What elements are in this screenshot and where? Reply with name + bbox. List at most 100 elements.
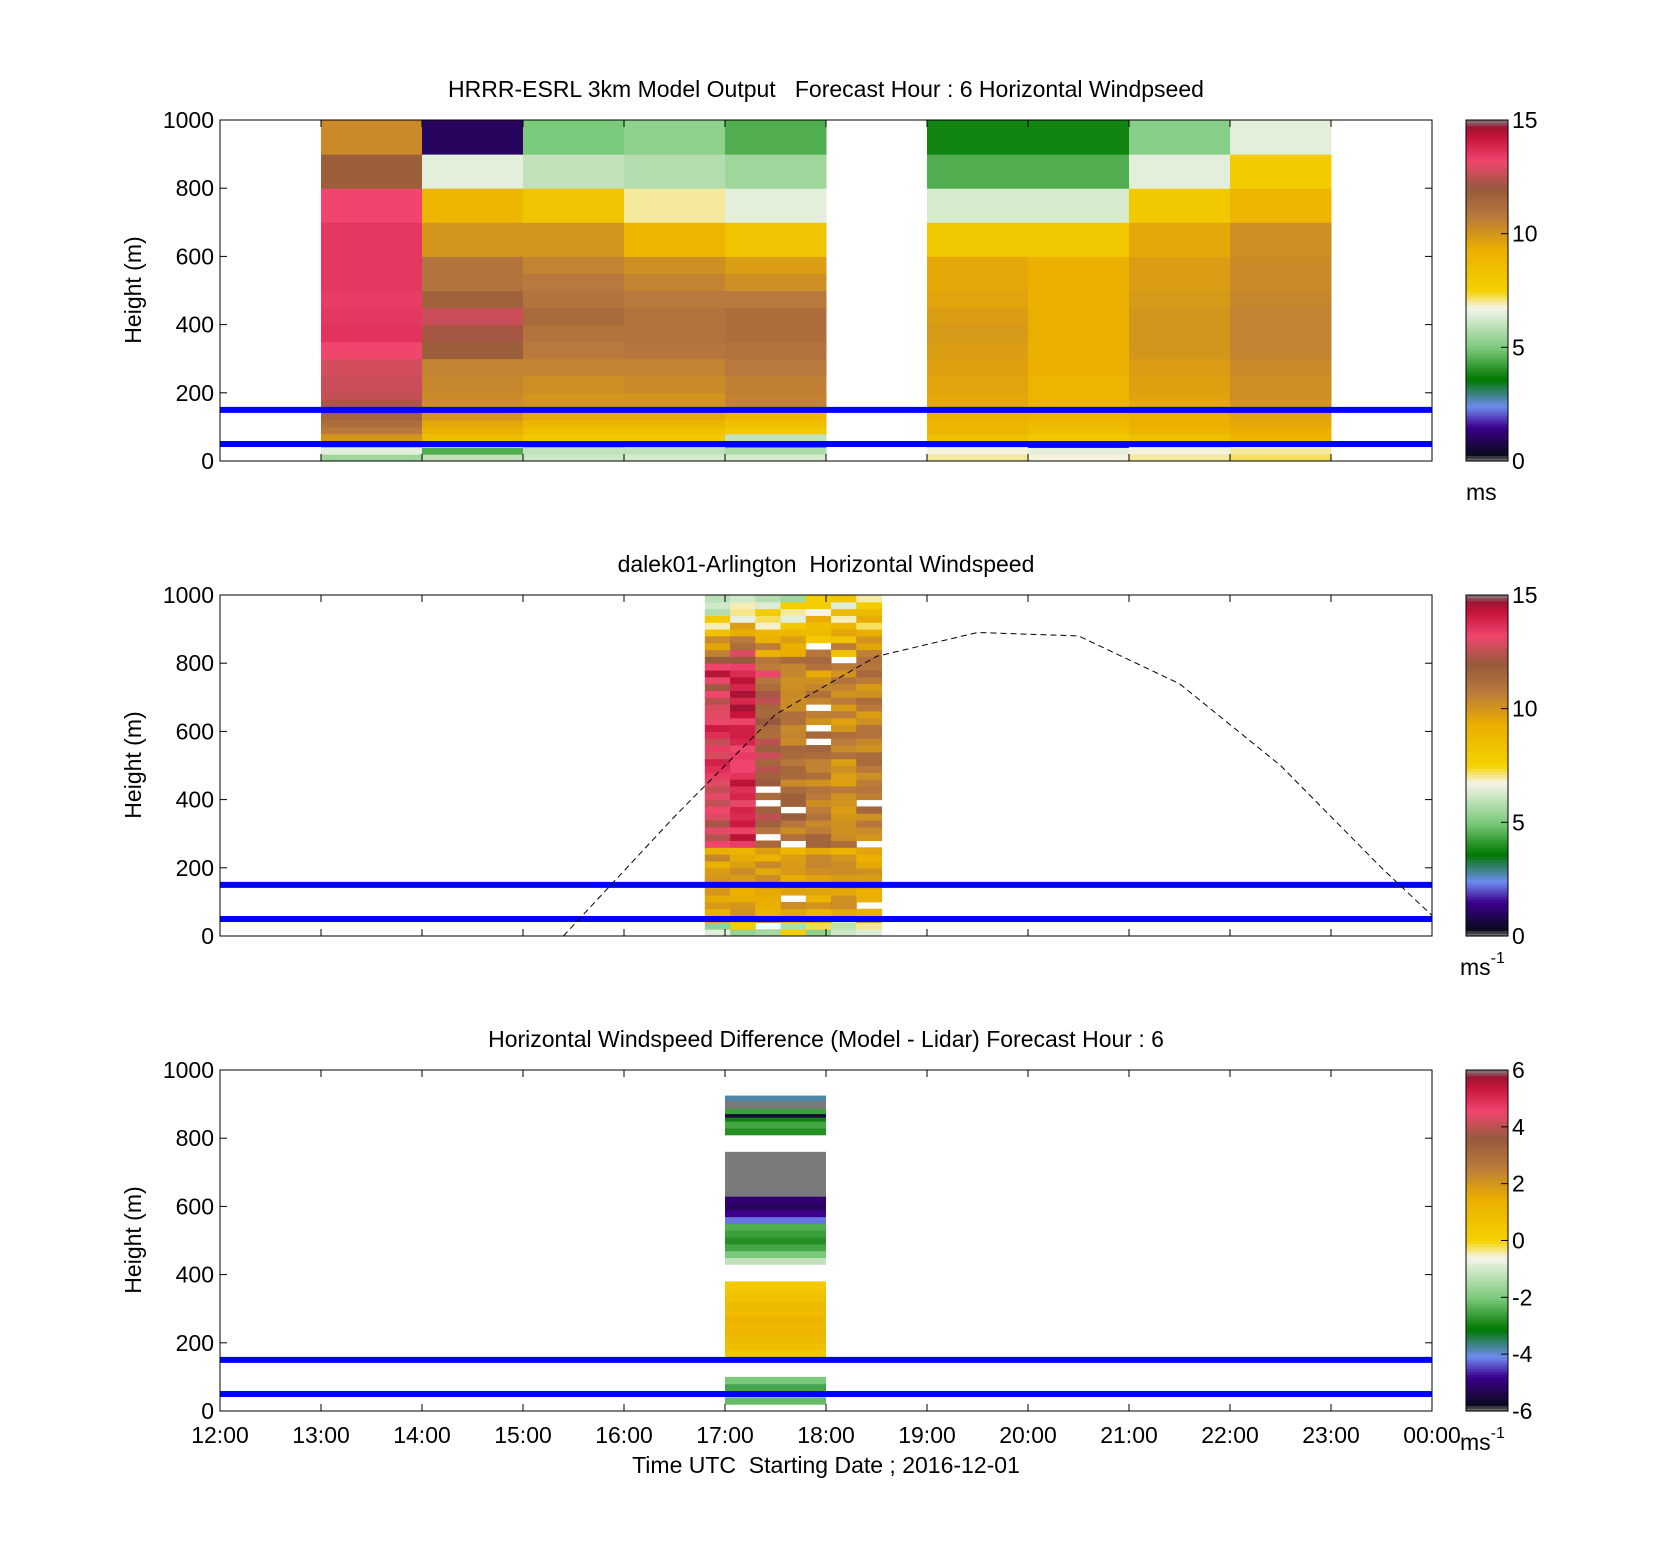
heatmap-cell xyxy=(856,697,883,705)
heatmap-cell xyxy=(856,854,883,862)
heatmap-cell xyxy=(1230,256,1332,274)
colorbar-segment xyxy=(1466,1368,1508,1372)
heatmap-cell xyxy=(856,635,883,644)
heatmap-cell xyxy=(725,1349,826,1357)
colorbar-segment xyxy=(1466,731,1508,735)
heatmap-cell xyxy=(780,922,807,930)
heatmap-cell xyxy=(831,840,857,848)
heatmap-cell xyxy=(856,826,883,835)
heatmap-cell xyxy=(704,656,731,664)
colorbar-segment xyxy=(1466,438,1508,442)
heatmap-cell xyxy=(422,256,524,274)
colorbar-segment xyxy=(1466,1408,1508,1412)
colorbar-segment xyxy=(1466,1183,1508,1188)
heatmap-cell xyxy=(624,273,726,291)
colorbar-segment xyxy=(1466,171,1508,175)
heatmap-cell xyxy=(831,806,857,814)
heatmap-cell xyxy=(321,426,423,435)
y-tick-label: 600 xyxy=(176,243,214,269)
heatmap-cell xyxy=(780,867,807,876)
heatmap-cell xyxy=(755,717,782,726)
colorbar-segment xyxy=(1466,663,1508,667)
colorbar-segment xyxy=(1466,1106,1508,1111)
heatmap-cell xyxy=(755,901,782,910)
heatmap-cell xyxy=(831,751,857,760)
colorbar-segment xyxy=(1466,918,1508,923)
heatmap-cell xyxy=(422,447,524,455)
colorbar-segment xyxy=(1466,751,1508,755)
colorbar-segment xyxy=(1466,1320,1508,1324)
heatmap-cell xyxy=(780,826,807,835)
colorbar-tick-label: 0 xyxy=(1512,1228,1525,1254)
heatmap-cell xyxy=(1230,420,1332,428)
colorbar-segment xyxy=(1466,125,1508,130)
y-tick-label: 800 xyxy=(176,175,214,201)
heatmap-cell xyxy=(730,929,756,936)
colorbar-segment xyxy=(1466,603,1508,607)
heatmap-cell xyxy=(1129,433,1231,442)
heatmap-cell xyxy=(704,635,731,644)
heatmap-cell xyxy=(704,595,731,603)
colorbar-segment xyxy=(1466,1311,1508,1315)
heatmap-cell xyxy=(755,826,782,835)
colorbar-segment xyxy=(1466,1339,1508,1344)
heatmap-cell xyxy=(831,867,857,876)
heatmap-cell xyxy=(1129,413,1231,421)
heatmap-cell xyxy=(805,690,832,698)
heatmap-cell xyxy=(704,731,731,739)
heatmap-cell xyxy=(755,745,782,753)
heatmap-cell xyxy=(805,676,832,685)
colorbar-segment xyxy=(1466,1104,1508,1108)
heatmap-cell xyxy=(624,447,726,455)
heatmap-cell xyxy=(704,779,731,787)
colorbar-segment xyxy=(1466,884,1508,889)
colorbar-segment xyxy=(1466,1126,1508,1131)
colorbar-segment xyxy=(1466,1152,1508,1156)
heatmap-cell xyxy=(725,392,827,401)
heatmap-cell xyxy=(856,731,883,739)
heatmap-cell xyxy=(730,731,756,739)
colorbar-segment xyxy=(1466,392,1508,397)
heatmap-cell xyxy=(755,690,782,698)
colorbar-segment xyxy=(1466,154,1508,158)
colorbar-segment xyxy=(1466,853,1508,858)
heatmap-cell xyxy=(805,608,832,616)
heatmap-cell xyxy=(725,1329,826,1337)
heatmap-cell xyxy=(805,635,832,644)
colorbar-segment xyxy=(1466,256,1508,260)
heatmap-cell xyxy=(805,820,832,828)
colorbar-segment xyxy=(1466,1087,1508,1091)
colorbar-segment xyxy=(1466,139,1508,144)
heatmap-cell xyxy=(725,358,827,377)
colorbar-segment xyxy=(1466,916,1508,920)
panel-model-ref-lines xyxy=(220,406,1432,447)
colorbar-segment xyxy=(1466,1220,1508,1225)
heatmap-cell xyxy=(831,888,857,896)
colorbar-segment xyxy=(1466,1291,1508,1296)
colorbar-segment xyxy=(1466,279,1508,283)
panel-model-title: HRRR-ESRL 3km Model Output Forecast Hour… xyxy=(448,76,1204,102)
heatmap-cell xyxy=(725,399,827,407)
heatmap-cell xyxy=(805,717,832,726)
colorbar-segment xyxy=(1466,421,1508,425)
panel-model-cells xyxy=(321,120,1332,461)
heatmap-cell xyxy=(927,454,1029,461)
colorbar-segment xyxy=(1466,1283,1508,1287)
heatmap-cell xyxy=(704,601,731,610)
colorbar-segment xyxy=(1466,225,1508,229)
heatmap-cell xyxy=(704,792,731,801)
heatmap-cell xyxy=(725,1121,826,1129)
heatmap-cell xyxy=(725,1383,826,1392)
heatmap-cell xyxy=(725,290,827,309)
y-tick-label: 200 xyxy=(176,1330,214,1356)
heatmap-cell xyxy=(831,895,857,903)
colorbar-segment xyxy=(1466,691,1508,696)
colorbar-segment xyxy=(1466,230,1508,235)
heatmap-cell xyxy=(805,806,832,814)
heatmap-cell xyxy=(856,595,883,603)
heatmap-cell xyxy=(831,860,857,869)
heatmap-cell xyxy=(725,307,827,326)
heatmap-cell xyxy=(755,765,782,773)
colorbar-segment xyxy=(1466,358,1508,363)
heatmap-cell xyxy=(730,676,756,685)
